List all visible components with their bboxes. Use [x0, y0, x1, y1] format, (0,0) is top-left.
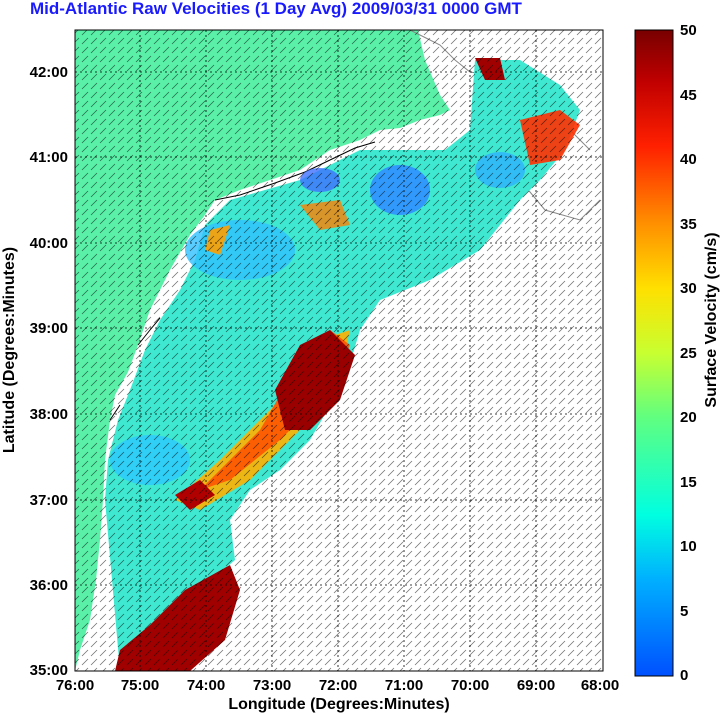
lat-tick: 40:00: [30, 235, 68, 252]
lon-tick: 68:00: [581, 677, 619, 694]
lat-tick: 38:00: [30, 406, 68, 423]
lon-tick: 74:00: [187, 677, 225, 694]
colorbar-tick: 35: [680, 216, 697, 233]
colorbar-tick: 5: [680, 603, 688, 620]
colorbar-tick: 15: [680, 474, 697, 491]
colorbar-tick: 0: [680, 667, 688, 684]
colorbar-tick: 20: [680, 409, 697, 426]
colorbar-scale: [634, 29, 674, 677]
lon-tick: 72:00: [319, 677, 357, 694]
lat-tick: 41:00: [30, 149, 68, 166]
lon-tick: 76:00: [56, 677, 94, 694]
lat-tick: 35:00: [30, 662, 68, 679]
lat-tick: 37:00: [30, 492, 68, 509]
lon-tick: 69:00: [517, 677, 555, 694]
colorbar-tick: 10: [680, 538, 697, 555]
lat-tick: 39:00: [30, 320, 68, 337]
velocity-field: [75, 30, 603, 671]
colorbar: 50 45 40 35 30 25 20 15 10 5 0 Surface V…: [634, 22, 720, 684]
lat-tick: 42:00: [30, 64, 68, 81]
lon-tick: 75:00: [121, 677, 159, 694]
y-axis-label: Latitude (Degrees:Minutes): [1, 247, 18, 453]
colorbar-tick: 30: [680, 280, 697, 297]
colorbar-tick: 25: [680, 345, 697, 362]
colorbar-label: Surface Velocity (cm/s): [703, 232, 720, 407]
lon-tick: 71:00: [385, 677, 423, 694]
map-frame: [74, 29, 604, 672]
x-axis-label: Longitude (Degrees:Minutes): [228, 696, 449, 713]
colorbar-tick: 40: [680, 151, 697, 168]
map-title: Mid-Atlantic Raw Velocities (1 Day Avg) …: [30, 0, 522, 18]
lon-tick: 73:00: [253, 677, 291, 694]
grid-lines: [75, 30, 603, 671]
lon-tick: 70:00: [451, 677, 489, 694]
lat-tick-labels: 42:00 41:00 40:00 39:00 38:00 37:00 36:0…: [30, 64, 68, 679]
colorbar-tick: 50: [680, 22, 697, 39]
lon-tick-labels: 76:00 75:00 74:00 73:00 72:00 71:00 70:0…: [56, 677, 619, 694]
colorbar-tick: 45: [680, 87, 697, 104]
lat-tick: 36:00: [30, 577, 68, 594]
